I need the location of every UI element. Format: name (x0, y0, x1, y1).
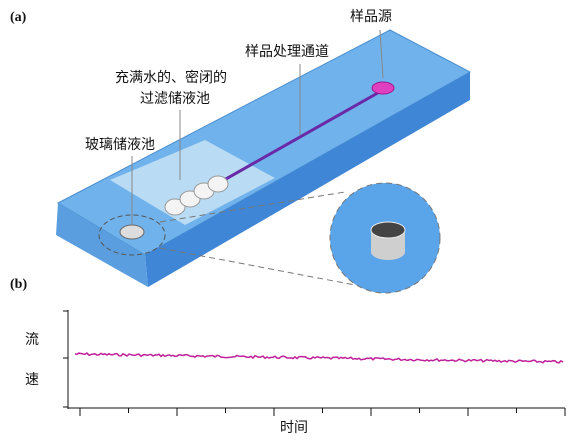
flow-trace (74, 352, 564, 364)
glass-cover (110, 140, 275, 225)
annotation: 充满水的、密闭的 (115, 69, 227, 86)
leader (379, 29, 384, 79)
x-axis-label: 时间 (280, 420, 308, 436)
sample-source-well (371, 81, 395, 95)
annotation: 样品处理通道 (245, 44, 329, 60)
zoom-well-top (370, 221, 406, 239)
glass-reservoir-well (119, 224, 145, 240)
chip-side (56, 203, 148, 287)
annotation: 玻璃储液池 (85, 136, 155, 153)
annotation: 样品源 (350, 9, 392, 25)
panel-label: (a) (10, 10, 27, 25)
chip-front (145, 72, 470, 287)
y-axis-label: 速 (25, 372, 39, 388)
annotation: 过滤储液池 (140, 91, 210, 107)
panel-label: (b) (10, 277, 27, 292)
chip (56, 29, 472, 294)
zoom-well-bottom (371, 244, 405, 260)
y-axis-label: 流 (25, 332, 39, 348)
filter-reservoirs (164, 175, 229, 216)
zoom-line (159, 191, 346, 223)
zoom-ellipse (98, 214, 166, 256)
axes (63, 310, 566, 416)
zoom-line (159, 247, 356, 286)
